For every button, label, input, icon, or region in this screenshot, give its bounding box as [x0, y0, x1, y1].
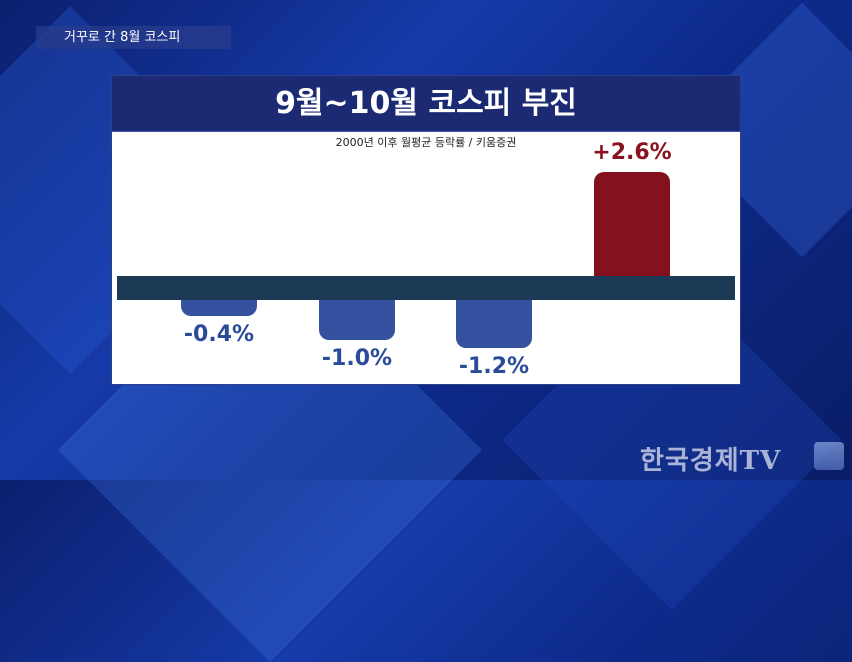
- bar: [181, 300, 257, 316]
- chart-subtitle: 2000년 이후 월평균 등락률 / 키움증권: [335, 136, 517, 149]
- data-label: +2.6%: [592, 140, 672, 165]
- category-axis-band: [117, 276, 735, 300]
- bar: [594, 172, 670, 276]
- data-label: -0.4%: [183, 322, 255, 347]
- data-label: -1.2%: [458, 354, 530, 379]
- bar: [456, 300, 532, 348]
- chart-title: 9월~10월 코스피 부진: [112, 76, 740, 132]
- data-label: -1.0%: [321, 346, 393, 371]
- bar: [319, 300, 395, 340]
- corner-logo-icon: [814, 442, 844, 470]
- broadcaster-logo: 한국경제TV: [640, 446, 782, 476]
- segment-title: 거꾸로 간 8월 코스피: [36, 26, 231, 49]
